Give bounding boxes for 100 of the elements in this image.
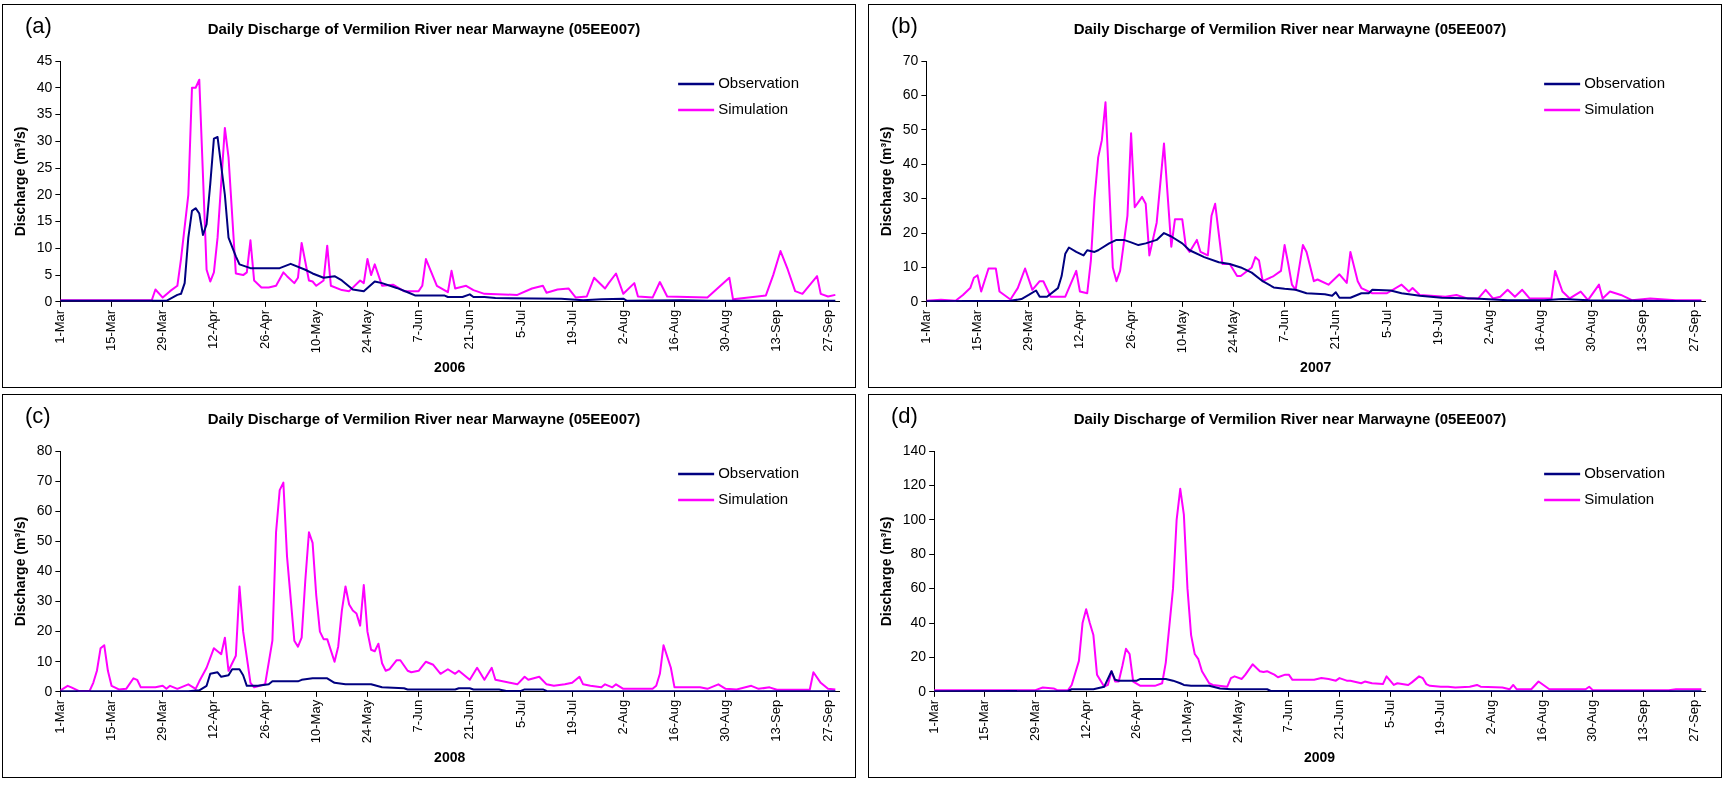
x-axis-title: 2006 [434, 359, 466, 376]
x-tick-label: 2-Aug [1480, 309, 1496, 345]
x-tick-label: 10-May [307, 309, 323, 354]
x-axis-title: 2007 [1300, 359, 1332, 376]
x-tick-label: 27-Sep [819, 699, 835, 742]
chart-title: Daily Discharge of Vermilion River near Marwayne (05EE007) [1073, 20, 1507, 38]
y-tick-label: 40 [36, 562, 53, 579]
x-tick-label: 2-Aug [614, 699, 630, 735]
chart-title: Daily Discharge of Vermilion River near Marwayne (05EE007) [207, 410, 641, 428]
y-tick-label: 20 [36, 622, 53, 639]
text: (a) [25, 13, 52, 39]
y-axis-title: Discharge (m³/s) [878, 126, 895, 237]
x-tick-label: 21-Jun [461, 699, 477, 740]
y-tick-label: 50 [36, 532, 53, 549]
chart-title: Daily Discharge of Vermilion River near Marwayne (05EE007) [207, 20, 641, 38]
legend-label: Observation [718, 74, 799, 92]
x-tick-label: 16-Aug [666, 309, 682, 352]
x-tick-label: 5-Jul [512, 699, 528, 729]
y-tick-label: 0 [44, 682, 53, 699]
y-tick-label: 30 [36, 592, 53, 609]
x-tick-label: 15-Mar [976, 699, 992, 742]
y-tick-label: 0 [918, 682, 927, 699]
y-tick-label: 10 [902, 258, 919, 275]
text: (c) [25, 403, 51, 429]
x-tick-label: 2-Aug [1483, 699, 1499, 735]
x-tick-label: 24-May [359, 699, 375, 744]
x-tick-label: 12-Apr [205, 309, 221, 349]
x-tick-label: 19-Jul [1432, 699, 1448, 736]
x-tick-label: 29-Mar [1020, 309, 1036, 352]
x-tick-label: 15-Mar [969, 309, 985, 352]
y-axis-title: Discharge (m³/s) [12, 516, 29, 627]
x-tick-label: 19-Jul [563, 309, 579, 346]
x-tick-label: 30-Aug [717, 309, 733, 352]
text: (b) [891, 13, 918, 39]
x-tick-label: 1-Mar [917, 309, 933, 344]
y-tick-label: 10 [36, 239, 53, 256]
y-tick-label: 40 [902, 155, 919, 172]
legend-label: Simulation [1584, 490, 1655, 508]
y-tick-label: 10 [36, 652, 53, 669]
x-tick-label: 12-Apr [1071, 309, 1087, 349]
x-tick-label: 19-Jul [1429, 309, 1445, 346]
y-axis-title: Discharge (m³/s) [878, 516, 895, 627]
y-tick-label: 60 [902, 86, 919, 103]
y-tick-label: 30 [902, 189, 919, 206]
x-tick-label: 12-Apr [1077, 699, 1093, 739]
x-tick-label: 21-Jun [1331, 699, 1347, 740]
x-tick-label: 29-Mar [154, 309, 170, 352]
y-tick-label: 70 [902, 51, 919, 68]
x-tick-label: 13-Sep [1634, 309, 1650, 352]
x-tick-label: 5-Jul [512, 309, 528, 339]
x-axis-title: 2008 [434, 749, 466, 766]
x-tick-label: 16-Aug [1533, 699, 1549, 742]
x-tick-label: 27-Sep [819, 309, 835, 352]
y-tick-label: 70 [36, 471, 53, 488]
x-tick-label: 29-Mar [1027, 699, 1043, 742]
x-tick-label: 30-Aug [1583, 309, 1599, 352]
legend-label: Observation [718, 464, 799, 482]
y-tick-label: 0 [910, 292, 919, 309]
x-tick-label: 21-Jun [1327, 309, 1343, 350]
x-tick-label: 13-Sep [768, 699, 784, 742]
x-tick-label: 2-Aug [614, 309, 630, 345]
y-axis-title: Discharge (m³/s) [12, 126, 29, 237]
y-tick-label: 0 [44, 292, 53, 309]
x-tick-label: 5-Jul [1381, 699, 1397, 729]
x-tick-label: 26-Apr [256, 699, 272, 739]
x-tick-label: 26-Apr [1122, 309, 1138, 349]
x-tick-label: 12-Apr [205, 699, 221, 739]
x-tick-label: 16-Aug [1532, 309, 1548, 352]
x-tick-label: 30-Aug [1584, 699, 1600, 742]
x-tick-label: 5-Jul [1378, 309, 1394, 339]
y-tick-label: 80 [36, 441, 53, 458]
x-tick-label: 7-Jun [1276, 309, 1292, 343]
y-tick-label: 60 [36, 502, 53, 519]
legend-label: Simulation [1584, 100, 1655, 118]
y-tick-label: 120 [902, 476, 927, 493]
y-tick-label: 45 [36, 51, 53, 68]
x-tick-label: 19-Jul [563, 699, 579, 736]
x-tick-label: 10-May [307, 699, 323, 744]
x-tick-label: 24-May [359, 309, 375, 354]
y-tick-label: 5 [44, 265, 53, 282]
y-tick-label: 20 [902, 223, 919, 240]
legend-label: Observation [1584, 464, 1665, 482]
legend-label: Simulation [718, 100, 789, 118]
x-axis-title: 2009 [1304, 749, 1336, 766]
x-tick-label: 24-May [1225, 309, 1241, 354]
legend-label: Simulation [718, 490, 789, 508]
y-tick-label: 20 [910, 648, 927, 665]
x-tick-label: 7-Jun [410, 309, 426, 343]
x-tick-label: 26-Apr [256, 309, 272, 349]
x-tick-label: 7-Jun [1280, 699, 1296, 733]
x-tick-label: 26-Apr [1128, 699, 1144, 739]
x-tick-label: 29-Mar [154, 699, 170, 742]
x-tick-label: 10-May [1179, 699, 1195, 744]
x-tick-label: 13-Sep [1635, 699, 1651, 742]
y-tick-label: 15 [36, 212, 53, 229]
legend-label: Observation [1584, 74, 1665, 92]
y-tick-label: 140 [902, 441, 927, 458]
x-tick-label: 27-Sep [1685, 699, 1701, 742]
y-tick-label: 50 [902, 120, 919, 137]
x-tick-label: 1-Mar [925, 699, 941, 734]
